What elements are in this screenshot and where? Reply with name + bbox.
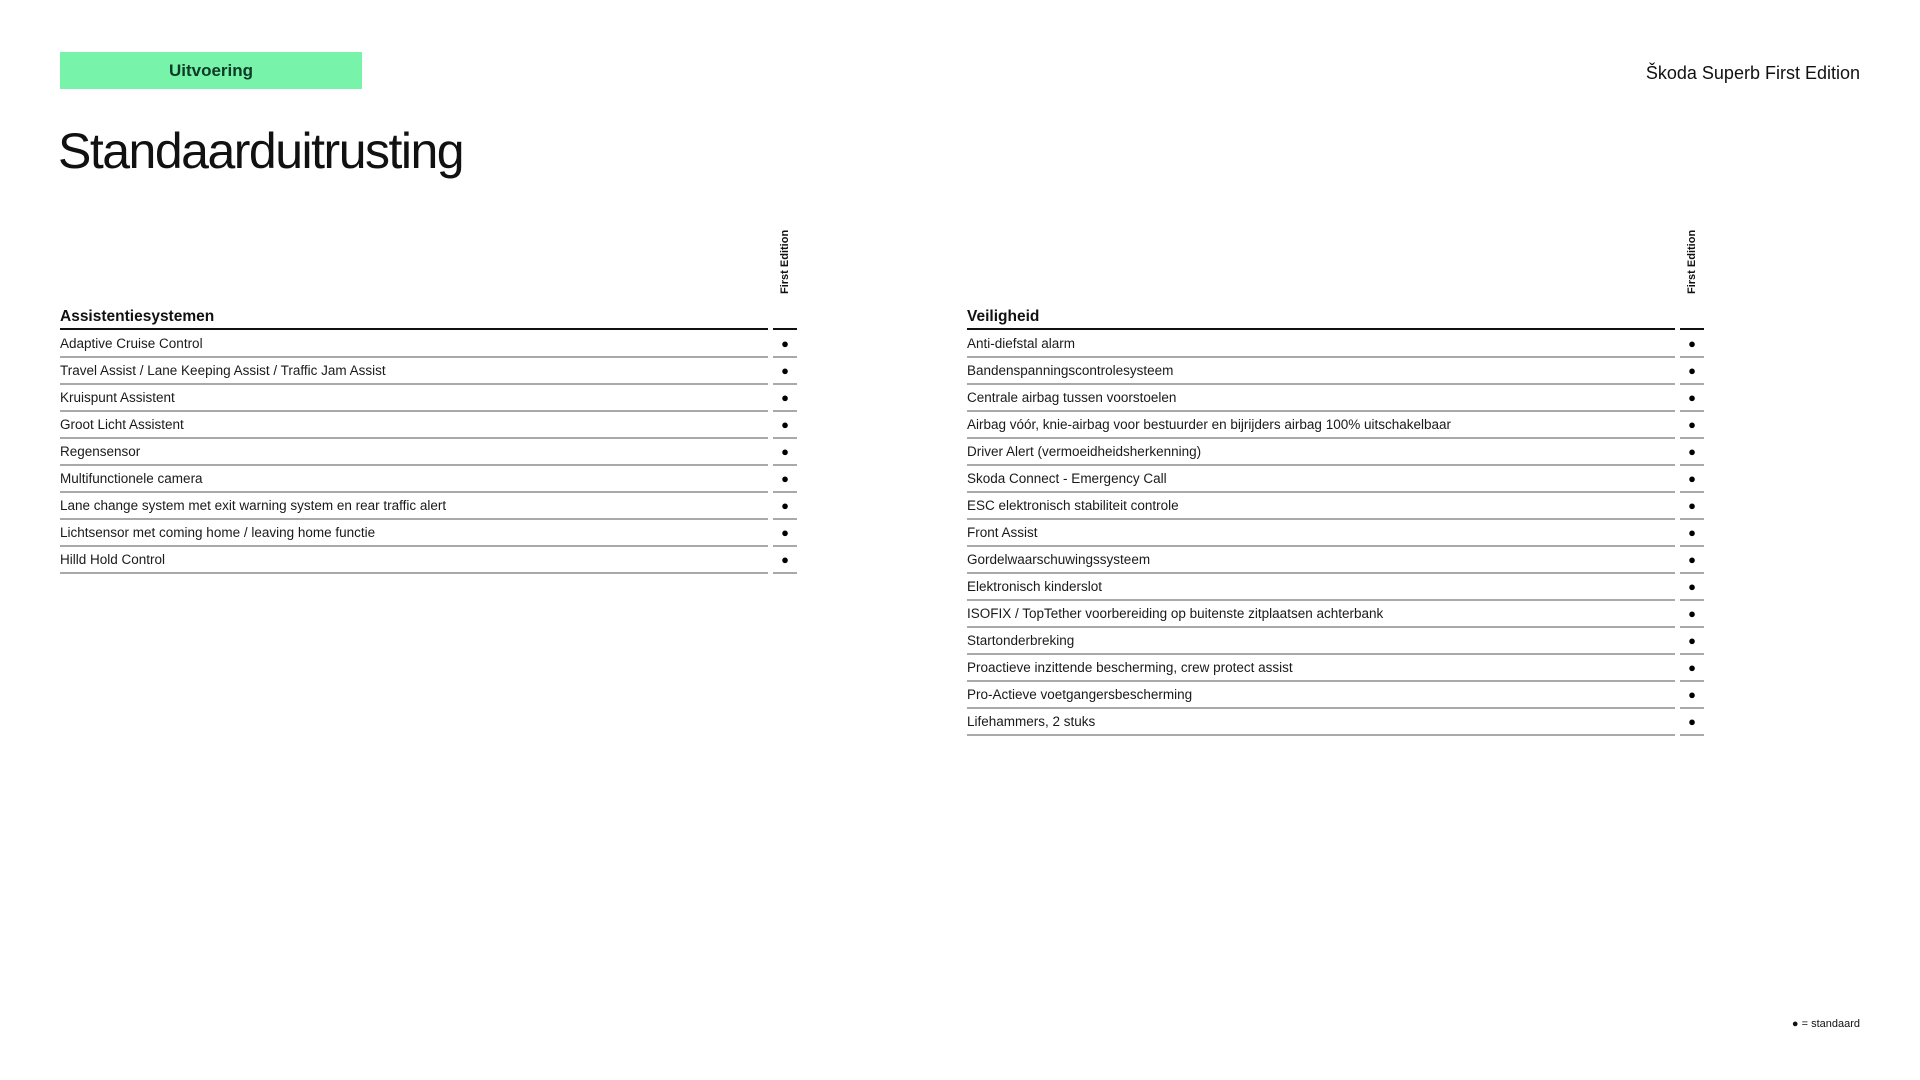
section-title: Assistentiesystemen [60, 308, 215, 325]
feature-label: ESC elektronisch stabiliteit controle [967, 493, 1675, 520]
feature-label: Bandenspanningscontrolesysteem [967, 358, 1675, 385]
standard-mark: ● [773, 385, 797, 412]
feature-label: Lane change system met exit warning syst… [60, 493, 768, 520]
table-row: Anti-diefstal alarm ● [967, 331, 1704, 358]
standard-mark: ● [773, 520, 797, 547]
feature-label: Lichtsensor met coming home / leaving ho… [60, 520, 768, 547]
table-row: Groot Licht Assistent ● [60, 412, 797, 439]
table-row: Lane change system met exit warning syst… [60, 493, 797, 520]
feature-label: Regensensor [60, 439, 768, 466]
feature-label: Hilld Hold Control [60, 547, 768, 574]
table-row: Proactieve inzittende bescherming, crew … [967, 655, 1704, 682]
standard-mark: ● [773, 493, 797, 520]
standard-mark: ● [773, 331, 797, 358]
feature-label: Startonderbreking [967, 628, 1675, 655]
table-row: ISOFIX / TopTether voorbereiding op buit… [967, 601, 1704, 628]
standard-mark: ● [1680, 493, 1704, 520]
standard-mark: ● [1680, 520, 1704, 547]
legend: ● = standaard [1791, 1018, 1860, 1030]
table-row: Kruispunt Assistent ● [60, 385, 797, 412]
table-row: Lichtsensor met coming home / leaving ho… [60, 520, 797, 547]
feature-label: Centrale airbag tussen voorstoelen [967, 385, 1675, 412]
table-row: Startonderbreking ● [967, 628, 1704, 655]
section-badge: Uitvoering [60, 52, 362, 89]
feature-label: Front Assist [967, 520, 1675, 547]
table-row: Adaptive Cruise Control ● [60, 331, 797, 358]
table-row: Travel Assist / Lane Keeping Assist / Tr… [60, 358, 797, 385]
column-header: First Edition [1685, 229, 1698, 294]
table-row: Pro-Actieve voetgangersbescherming ● [967, 682, 1704, 709]
standard-mark: ● [1680, 574, 1704, 601]
feature-label: Driver Alert (vermoeidheidsherkenning) [967, 439, 1675, 466]
standard-mark: ● [1680, 466, 1704, 493]
page-title: Standaarduitrusting [58, 123, 465, 179]
table-row: Driver Alert (vermoeidheidsherkenning) ● [967, 439, 1704, 466]
standard-mark: ● [1680, 682, 1704, 709]
feature-label: Proactieve inzittende bescherming, crew … [967, 655, 1675, 682]
table-row: Regensensor ● [60, 439, 797, 466]
standard-mark: ● [1680, 385, 1704, 412]
table-row: Skoda Connect - Emergency Call ● [967, 466, 1704, 493]
feature-label: Kruispunt Assistent [60, 385, 768, 412]
standard-mark: ● [773, 358, 797, 385]
feature-label: Anti-diefstal alarm [967, 331, 1675, 358]
table-row: Hilld Hold Control ● [60, 547, 797, 574]
table-row: ESC elektronisch stabiliteit controle ● [967, 493, 1704, 520]
standard-mark: ● [1680, 709, 1704, 736]
table-row: Front Assist ● [967, 520, 1704, 547]
feature-label: Gordelwaarschuwingssysteem [967, 547, 1675, 574]
brand-title: Škoda Superb First Edition [1645, 63, 1860, 83]
table-row: Lifehammers, 2 stuks ● [967, 709, 1704, 736]
standard-mark: ● [773, 412, 797, 439]
standard-mark: ● [1680, 547, 1704, 574]
feature-label: Adaptive Cruise Control [60, 331, 768, 358]
feature-label: Pro-Actieve voetgangersbescherming [967, 682, 1675, 709]
standard-mark: ● [1680, 412, 1704, 439]
table-row: Airbag vóór, knie-airbag voor bestuurder… [967, 412, 1704, 439]
standard-mark: ● [1680, 331, 1704, 358]
table-row: Elektronisch kinderslot ● [967, 574, 1704, 601]
standard-mark: ● [1680, 628, 1704, 655]
section-title: Veiligheid [967, 308, 1040, 325]
standard-mark: ● [1680, 358, 1704, 385]
standard-mark: ● [1680, 655, 1704, 682]
feature-label: Skoda Connect - Emergency Call [967, 466, 1675, 493]
table-row: Multifunctionele camera ● [60, 466, 797, 493]
feature-label: ISOFIX / TopTether voorbereiding op buit… [967, 601, 1675, 628]
standard-mark: ● [773, 547, 797, 574]
column-header: First Edition [778, 229, 791, 294]
feature-label: Elektronisch kinderslot [967, 574, 1675, 601]
standard-mark: ● [773, 439, 797, 466]
feature-label: Groot Licht Assistent [60, 412, 768, 439]
standard-mark: ● [773, 466, 797, 493]
feature-label: Travel Assist / Lane Keeping Assist / Tr… [60, 358, 768, 385]
feature-label: Lifehammers, 2 stuks [967, 709, 1675, 736]
standard-mark: ● [1680, 601, 1704, 628]
feature-label: Airbag vóór, knie-airbag voor bestuurder… [967, 412, 1675, 439]
table-row: Gordelwaarschuwingssysteem ● [967, 547, 1704, 574]
feature-label: Multifunctionele camera [60, 466, 768, 493]
standard-mark: ● [1680, 439, 1704, 466]
table-row: Centrale airbag tussen voorstoelen ● [967, 385, 1704, 412]
table-row: Bandenspanningscontrolesysteem ● [967, 358, 1704, 385]
